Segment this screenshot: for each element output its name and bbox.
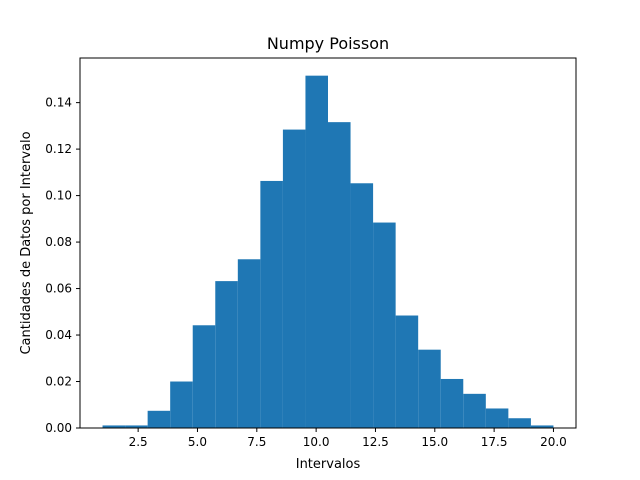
x-tick-label: 17.5 xyxy=(481,435,508,449)
histogram-bar xyxy=(485,408,509,428)
bars-group xyxy=(102,75,554,429)
x-axis-label: Intervalos xyxy=(296,457,361,472)
x-tick-label: 10.0 xyxy=(303,435,330,449)
histogram-bar xyxy=(440,378,464,428)
y-tick-label: 0.08 xyxy=(45,235,72,249)
y-tick-label: 0.10 xyxy=(45,189,72,203)
histogram-bar xyxy=(102,425,126,428)
y-tick-label: 0.12 xyxy=(45,142,72,156)
histogram-bar xyxy=(237,259,261,428)
y-tick-label: 0.04 xyxy=(45,328,72,342)
chart-title: Numpy Poisson xyxy=(267,34,389,53)
x-tick-label: 12.5 xyxy=(362,435,389,449)
y-tick-label: 0.00 xyxy=(45,421,72,435)
x-tick-label: 7.5 xyxy=(247,435,266,449)
x-tick-label: 2.5 xyxy=(129,435,148,449)
histogram-bar xyxy=(125,425,148,428)
histogram-bar xyxy=(530,425,554,428)
histogram-bar xyxy=(305,75,328,428)
histogram-bar xyxy=(215,281,238,428)
histogram-bar xyxy=(328,122,351,429)
y-axis-ticks: 0.00 0.02 0.04 0.06 0.08 0.10 0.12 0.14 xyxy=(45,96,80,435)
histogram-bar xyxy=(508,418,531,428)
histogram-bar xyxy=(192,325,216,428)
axes-frame xyxy=(79,57,577,429)
histogram-bar xyxy=(463,393,486,428)
y-tick-label: 0.14 xyxy=(45,96,72,110)
x-tick-label: 5.0 xyxy=(188,435,207,449)
y-axis-label: Cantidades de Datos por Intervalo xyxy=(19,131,34,354)
histogram-bar xyxy=(282,129,306,428)
y-tick-label: 0.06 xyxy=(45,282,72,296)
x-axis-ticks: 2.5 5.0 7.5 10.0 12.5 15.0 17.5 20.0 xyxy=(129,428,567,449)
histogram-bar xyxy=(260,180,283,428)
y-tick-label: 0.02 xyxy=(45,375,72,389)
x-tick-label: 20.0 xyxy=(540,435,567,449)
histogram-bar xyxy=(147,410,171,428)
histogram-bar xyxy=(350,183,374,428)
histogram-bar xyxy=(395,315,419,428)
histogram-bar xyxy=(418,349,441,428)
histogram-bar xyxy=(170,381,193,428)
x-tick-label: 15.0 xyxy=(421,435,448,449)
histogram-bar xyxy=(373,222,396,428)
